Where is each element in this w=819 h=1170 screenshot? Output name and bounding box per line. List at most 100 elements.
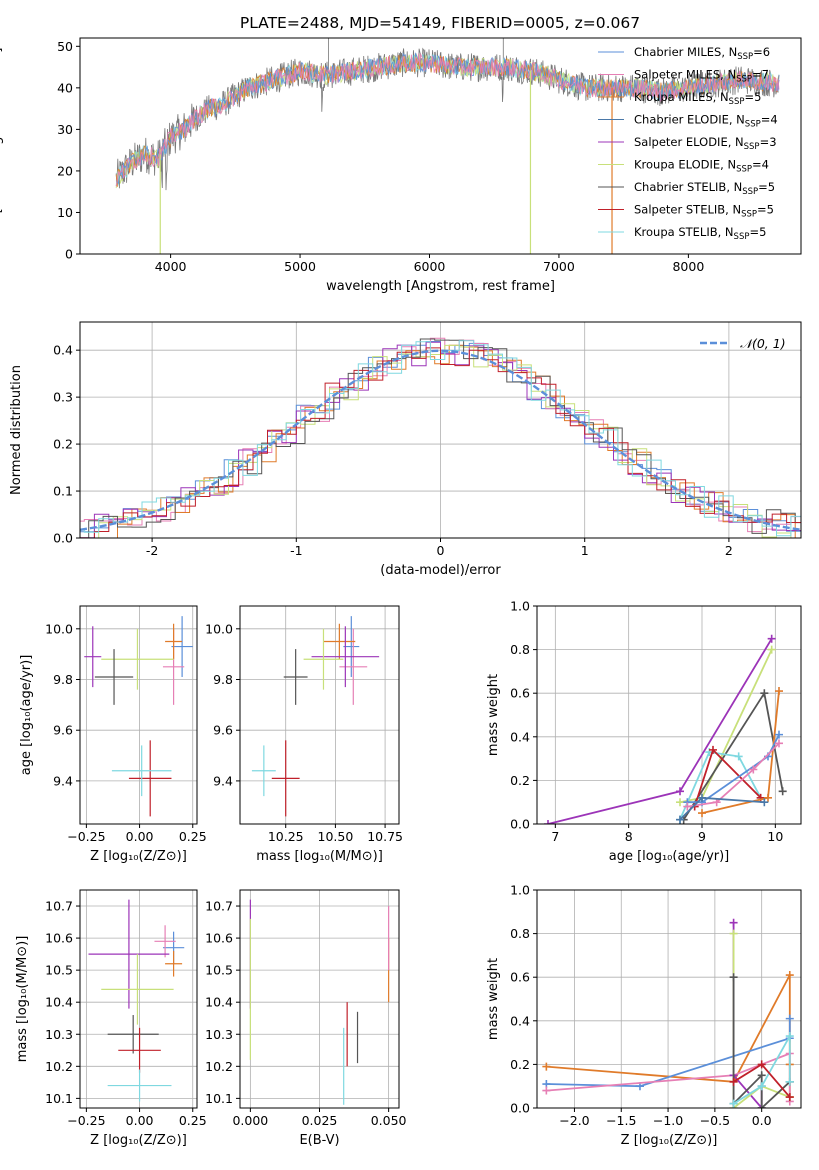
y-tick-label: 0	[65, 247, 73, 262]
series-marker-salpeter_elodie	[729, 918, 738, 927]
y-tick-label: 9.6	[53, 723, 73, 738]
y-tick-label: 1.0	[510, 883, 530, 898]
y-tick-label: 10.6	[45, 931, 73, 946]
y-tick-label: 10.5	[205, 963, 233, 978]
series-marker-chabrier_miles	[785, 1014, 794, 1023]
y-tick-label: 0.3	[53, 390, 73, 405]
mass_vs_Z-frame	[79, 889, 198, 1109]
y-tick-label: 10.7	[205, 899, 233, 914]
legend-entry-salpeter_elodie: Salpeter ELODIE, NSSP=3	[634, 135, 777, 152]
y-tick-label: 10.3	[205, 1027, 233, 1042]
x-tick-label: −1.5	[606, 1113, 636, 1128]
series-marker-salpeter_miles	[775, 739, 783, 748]
x-tick-label: 0.025	[302, 1113, 338, 1128]
y-tick-label: 20	[57, 163, 73, 178]
series-line-kroupa_stelib	[679, 751, 762, 820]
y-tick-label: 0.2	[53, 437, 73, 452]
x-tick-label: 0.25	[179, 1113, 207, 1128]
weight_vs_age-frame	[536, 605, 802, 825]
y-tick-label: 0.0	[53, 531, 73, 546]
series-marker-kroupa_stelib	[757, 1082, 766, 1091]
x-tick-label: 0.050	[371, 1113, 407, 1128]
y-tick-label: 0.4	[510, 1013, 530, 1028]
y-tick-label: 9.4	[213, 773, 233, 788]
series-marker-salpeter_stelib	[729, 1077, 738, 1086]
legend-entry-salpeter_stelib: Salpeter STELIB, NSSP=5	[634, 203, 774, 220]
age_vs_mass-x-axis-label: mass [log₁₀(M/M⊙)]	[256, 849, 383, 864]
series-marker-salpeter_elodie	[544, 820, 552, 824]
x-tick-label: 0.0	[752, 1113, 772, 1128]
series-marker-kroupa_miles	[785, 971, 794, 980]
y-tick-label: 50	[57, 39, 73, 54]
age_vs_mass-plot-area	[251, 616, 380, 817]
series-marker-chabrier_elodie	[698, 793, 706, 802]
spectrum-x-axis-label: wavelength [Angstrom, rest frame]	[326, 279, 555, 294]
y-tick-label: 0.6	[510, 686, 530, 701]
y-tick-label: 0.0	[510, 817, 530, 832]
x-tick-label: 5000	[284, 259, 316, 274]
series-marker-salpeter_miles	[749, 765, 758, 774]
x-tick-label: −1.0	[653, 1113, 683, 1128]
series-marker-chabrier_stelib	[757, 1104, 766, 1108]
series-line-kroupa_elodie	[679, 649, 773, 804]
spectrum-frame	[79, 37, 802, 255]
y-tick-label: 0.6	[510, 970, 530, 985]
series-marker-kroupa_stelib	[785, 1077, 794, 1086]
histogram-kroupa_stelib	[80, 340, 801, 537]
x-tick-label: 10	[767, 829, 783, 844]
series-line-kroupa_stelib	[733, 1032, 791, 1105]
y-tick-label: 40	[57, 80, 73, 95]
y-tick-label: 10.7	[45, 899, 73, 914]
mass_vs_ebv-x-axis-label: E(B-V)	[299, 1133, 339, 1148]
y-tick-label: 9.8	[53, 672, 73, 687]
x-tick-label: 7	[551, 829, 559, 844]
weight_vs_age-panel: 7 8 9 10 0.0 0.2 0.4 0.6 0.8 1.0 age [log₁₀(age/yr…	[486, 599, 802, 864]
x-tick-label: 8	[625, 829, 633, 844]
series-marker-salpeter_miles	[683, 802, 692, 811]
series-marker-kroupa_miles	[542, 1062, 551, 1071]
series-marker-chabrier_stelib	[729, 973, 738, 982]
x-tick-label: 10.50	[318, 829, 354, 844]
residuals-x-axis-label: (data-model)/error	[380, 563, 501, 578]
weight_vs_age-y-axis-label: mass weight	[486, 674, 501, 756]
x-tick-label: 0	[437, 543, 445, 558]
y-tick-label: 30	[57, 122, 73, 137]
series-marker-kroupa_miles	[775, 687, 783, 696]
x-tick-label: 0.000	[232, 1113, 268, 1128]
weight_vs_age-x-axis-label: age [log₁₀(age/yr)]	[609, 849, 730, 864]
x-tick-label: 0.00	[126, 829, 154, 844]
y-tick-label: 0.4	[510, 729, 530, 744]
series-marker-kroupa_miles	[764, 793, 772, 802]
y-tick-label: 9.8	[213, 672, 233, 687]
spectrum-model-line-salpeter_miles	[115, 52, 780, 187]
series-marker-chabrier_elodie	[760, 798, 769, 807]
series-marker-chabrier_elodie	[676, 815, 684, 824]
x-tick-label: 4000	[155, 259, 187, 274]
y-tick-label: 9.6	[213, 723, 233, 738]
spectrum-panel: Chabrier MILES, NSSP=6 Salpeter MILES, NS…	[0, 37, 802, 294]
weight_vs_Z-y-axis-label: mass weight	[486, 958, 501, 1040]
weight_vs_Z-frame	[536, 889, 802, 1109]
histogram-kroupa_miles	[80, 344, 801, 538]
legend-entry-kroupa_stelib: Kroupa STELIB, NSSP=5	[634, 225, 766, 242]
y-tick-label: 10.1	[205, 1091, 233, 1106]
series-line-salpeter_elodie	[547, 638, 773, 824]
series-marker-chabrier_stelib	[757, 1071, 766, 1080]
x-tick-label: -1	[290, 543, 302, 558]
mass_vs_Z-x-axis-label: Z [log₁₀(Z/Z⊙)]	[90, 1133, 187, 1148]
mass_vs_Z-y-axis-label: mass [log₁₀(M/M⊙)]	[15, 936, 30, 1063]
x-tick-label: 1	[581, 543, 589, 558]
series-marker-chabrier_stelib	[778, 787, 787, 796]
series-marker-salpeter_stelib	[785, 1093, 794, 1102]
series-marker-salpeter_stelib	[709, 745, 717, 754]
series-marker-salpeter_stelib	[757, 1060, 766, 1069]
age_vs_mass-frame	[239, 605, 400, 825]
series-marker-salpeter_miles	[542, 1086, 551, 1095]
y-tick-label: 10.2	[45, 1059, 73, 1074]
x-tick-label: −0.25	[67, 1113, 105, 1128]
x-tick-label: −2.0	[559, 1113, 589, 1128]
mass_vs_Z-plot-area	[88, 899, 185, 1102]
series-marker-salpeter_elodie	[676, 787, 684, 796]
age_vs_Z-panel: −0.25 0.00 0.25 9.4 9.6 9.8 10.0 Z [log₁₀(Z/Z⊙)…	[19, 605, 207, 864]
